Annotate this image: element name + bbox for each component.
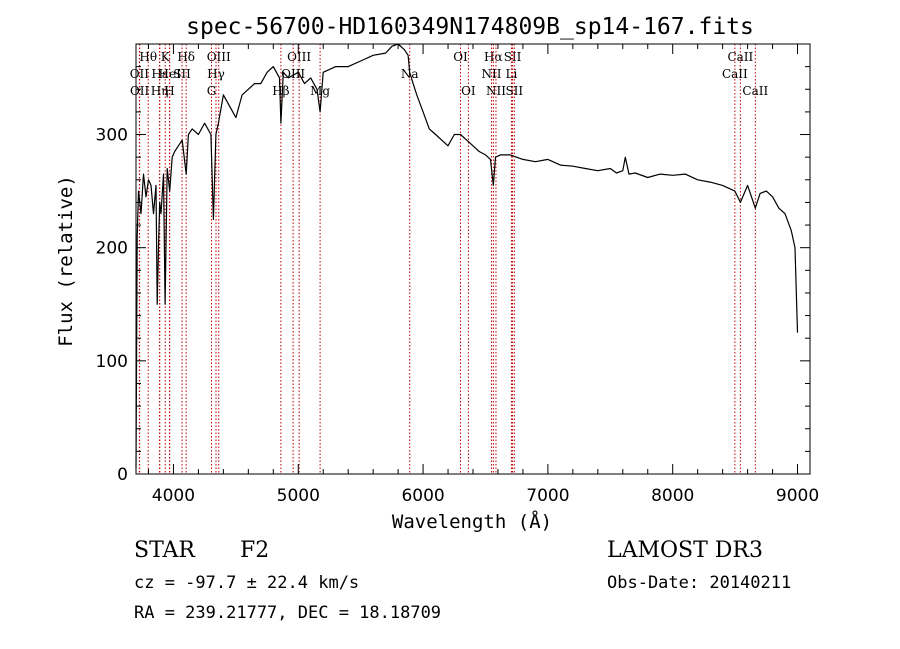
- marker-label: HeI: [159, 67, 182, 81]
- y-tick-label: 0: [117, 465, 128, 485]
- x-tick-label: 6000: [401, 486, 444, 506]
- marker-label: Hη: [151, 84, 169, 98]
- marker-label: OII: [130, 84, 150, 98]
- x-tick-label: 5000: [277, 486, 320, 506]
- x-axis-label: Wavelength (Å): [392, 510, 552, 533]
- marker-label: G: [207, 84, 217, 98]
- spectrum-series: [135, 43, 799, 469]
- marker-label: CaII: [742, 84, 768, 98]
- x-tick-label: 8000: [651, 486, 694, 506]
- y-axis-ticks: 0 100 200 300: [96, 43, 810, 485]
- x-tick-label: 9000: [776, 486, 819, 506]
- marker-label: OIII: [287, 50, 311, 64]
- marker-label: NII: [481, 67, 501, 81]
- survey-label: LAMOST DR3: [607, 538, 763, 563]
- marker-label: CaII: [722, 67, 748, 81]
- marker-label: SII: [505, 84, 523, 98]
- chart-title: spec-56700-HD160349N174809B_sp14-167.fit…: [186, 14, 754, 40]
- marker-label: SII: [173, 67, 191, 81]
- marker-label: Hδ: [177, 50, 195, 64]
- coordinates: RA = 239.21777, DEC = 18.18709: [134, 603, 442, 623]
- marker-label: Hβ: [272, 84, 289, 98]
- obs-date: Obs-Date: 20140211: [607, 573, 792, 593]
- object-class: STAR: [134, 538, 195, 563]
- x-tick-label: 4000: [152, 486, 195, 506]
- y-axis-label: Flux (relative): [55, 175, 77, 347]
- marker-label: SII: [504, 50, 522, 64]
- marker-label: OII: [130, 67, 150, 81]
- y-tick-label: 200: [96, 239, 128, 259]
- marker-label: Mg: [310, 84, 330, 98]
- marker-label: Hγ: [207, 67, 225, 81]
- marker-label: Li: [506, 67, 518, 81]
- redshift-cz: cz = -97.7 ± 22.4 km/s: [134, 573, 360, 593]
- marker-label: Hα: [484, 50, 503, 64]
- marker-label: H: [164, 84, 174, 98]
- marker-label: K: [161, 50, 171, 64]
- y-tick-label: 100: [96, 352, 128, 372]
- marker-label: OI: [461, 84, 476, 98]
- spectrum-line: [135, 43, 799, 469]
- y-tick-label: 300: [96, 126, 128, 146]
- marker-label: NII: [486, 84, 506, 98]
- subclass: F2: [240, 538, 270, 563]
- x-tick-label: 7000: [526, 486, 569, 506]
- marker-label: OIII: [207, 50, 231, 64]
- marker-label: Hε: [151, 67, 168, 81]
- x-axis-ticks: 4000 5000 6000 7000 8000 9000: [147, 44, 819, 506]
- marker-label: CaII: [727, 50, 753, 64]
- plot-frame: [135, 43, 811, 475]
- marker-label: Hθ: [139, 50, 157, 64]
- marker-label: OI: [453, 50, 468, 64]
